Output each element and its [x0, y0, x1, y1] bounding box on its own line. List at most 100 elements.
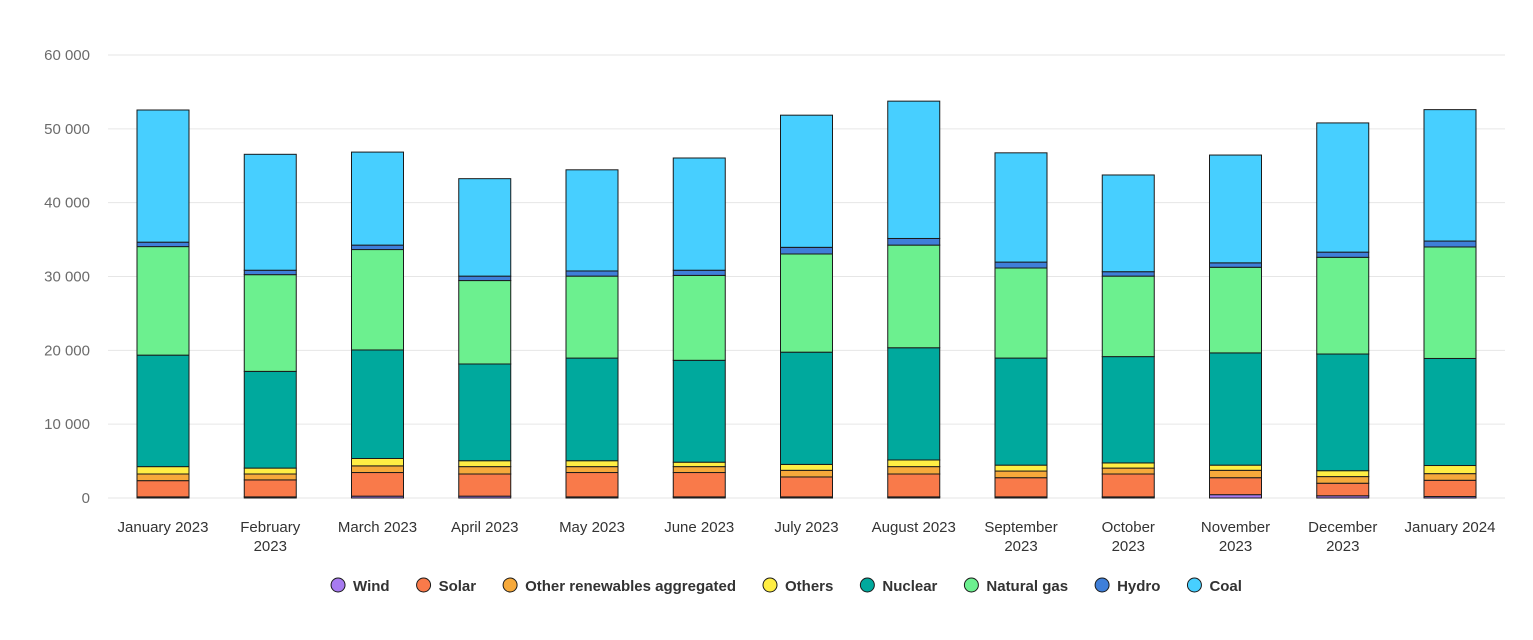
bar-segment-natural-gas[interactable]: [994, 267, 1048, 359]
bar-segment-others[interactable]: [136, 466, 190, 475]
bar-segment-natural-gas[interactable]: [458, 280, 512, 365]
bar-segment-natural-gas[interactable]: [1101, 275, 1155, 358]
bar-segment-hydro[interactable]: [1423, 240, 1477, 248]
bar-segment-other-renewables-aggregated[interactable]: [1101, 467, 1155, 475]
legend-item-coal[interactable]: Coal: [1186, 577, 1242, 595]
bar-segment-solar[interactable]: [672, 472, 726, 498]
bar-segment-nuclear[interactable]: [672, 359, 726, 463]
bar-segment-other-renewables-aggregated[interactable]: [1423, 473, 1477, 481]
bar-segment-others[interactable]: [1423, 465, 1477, 475]
bar-segment-hydro[interactable]: [243, 269, 297, 276]
bar-segment-coal[interactable]: [887, 100, 941, 239]
bar-segment-coal[interactable]: [1209, 154, 1262, 264]
bar-segment-nuclear[interactable]: [243, 370, 297, 469]
bar-segment-natural-gas[interactable]: [1316, 256, 1370, 355]
bar-segment-other-renewables-aggregated[interactable]: [243, 473, 297, 481]
bar-segment-hydro[interactable]: [351, 244, 404, 251]
legend-item-solar[interactable]: Solar: [416, 577, 477, 595]
bar-segment-solar[interactable]: [136, 480, 190, 498]
bar-segment-other-renewables-aggregated[interactable]: [1316, 476, 1370, 484]
bar-segment-solar[interactable]: [1209, 477, 1262, 496]
bar-segment-nuclear[interactable]: [565, 357, 619, 462]
bar-segment-other-renewables-aggregated[interactable]: [1209, 469, 1262, 479]
bar-segment-others[interactable]: [1316, 470, 1370, 478]
bar-segment-coal[interactable]: [458, 178, 512, 277]
bar-segment-others[interactable]: [565, 460, 619, 468]
bar-stack[interactable]: [1316, 122, 1370, 499]
bar-stack[interactable]: [887, 100, 941, 499]
bar-segment-hydro[interactable]: [780, 246, 833, 255]
legend-item-wind[interactable]: Wind: [330, 577, 390, 595]
bar-segment-nuclear[interactable]: [994, 357, 1048, 466]
legend-item-others[interactable]: Others: [762, 577, 833, 595]
bar-segment-others[interactable]: [887, 459, 941, 468]
bar-segment-coal[interactable]: [994, 152, 1048, 263]
bar-segment-others[interactable]: [458, 460, 512, 468]
bar-segment-others[interactable]: [1209, 464, 1262, 471]
bar-segment-hydro[interactable]: [458, 275, 512, 282]
legend-item-natural-gas[interactable]: Natural gas: [963, 577, 1068, 595]
bar-segment-natural-gas[interactable]: [887, 244, 941, 349]
bar-segment-other-renewables-aggregated[interactable]: [780, 469, 833, 478]
bar-stack[interactable]: [351, 151, 404, 499]
bar-segment-hydro[interactable]: [994, 261, 1048, 269]
bar-stack[interactable]: [1209, 154, 1262, 499]
bar-segment-hydro[interactable]: [672, 269, 726, 276]
bar-segment-nuclear[interactable]: [887, 347, 941, 461]
bar-segment-other-renewables-aggregated[interactable]: [994, 470, 1048, 479]
bar-segment-hydro[interactable]: [1209, 262, 1262, 268]
bar-stack[interactable]: [243, 153, 297, 499]
bar-segment-nuclear[interactable]: [1209, 352, 1262, 466]
bar-segment-nuclear[interactable]: [136, 354, 190, 468]
legend-item-nuclear[interactable]: Nuclear: [859, 577, 938, 595]
bar-segment-others[interactable]: [351, 457, 404, 467]
bar-segment-nuclear[interactable]: [458, 363, 512, 462]
bar-segment-others[interactable]: [1101, 462, 1155, 469]
bar-stack[interactable]: [458, 178, 512, 499]
bar-segment-coal[interactable]: [351, 151, 404, 246]
legend-item-hydro[interactable]: Hydro: [1094, 577, 1160, 595]
bar-segment-natural-gas[interactable]: [136, 246, 190, 356]
bar-segment-coal[interactable]: [565, 169, 619, 272]
bar-segment-solar[interactable]: [1316, 482, 1370, 497]
bar-segment-coal[interactable]: [780, 114, 833, 248]
bar-stack[interactable]: [1423, 109, 1477, 499]
bar-segment-natural-gas[interactable]: [565, 275, 619, 359]
bar-segment-others[interactable]: [994, 464, 1048, 472]
bar-segment-solar[interactable]: [780, 476, 833, 498]
bar-segment-natural-gas[interactable]: [1209, 266, 1262, 354]
bar-segment-solar[interactable]: [887, 473, 941, 498]
bar-segment-hydro[interactable]: [887, 237, 941, 246]
bar-segment-natural-gas[interactable]: [243, 274, 297, 372]
bar-segment-nuclear[interactable]: [1316, 353, 1370, 472]
bar-segment-coal[interactable]: [1101, 174, 1155, 273]
bar-segment-solar[interactable]: [1423, 479, 1477, 498]
bar-segment-other-renewables-aggregated[interactable]: [458, 466, 512, 475]
bar-stack[interactable]: [780, 114, 833, 499]
bar-segment-natural-gas[interactable]: [780, 253, 833, 353]
bar-segment-hydro[interactable]: [565, 270, 619, 277]
bar-segment-natural-gas[interactable]: [1423, 246, 1477, 359]
legend-item-other-renewables-aggregated[interactable]: Other renewables aggregated: [502, 577, 736, 595]
bar-segment-nuclear[interactable]: [780, 351, 833, 465]
bar-segment-other-renewables-aggregated[interactable]: [887, 466, 941, 475]
bar-segment-nuclear[interactable]: [1423, 357, 1477, 467]
bar-segment-natural-gas[interactable]: [351, 249, 404, 351]
bar-stack[interactable]: [136, 109, 190, 499]
bar-segment-nuclear[interactable]: [351, 349, 404, 459]
bar-segment-coal[interactable]: [1316, 122, 1370, 253]
bar-segment-coal[interactable]: [136, 109, 190, 243]
bar-segment-hydro[interactable]: [1101, 271, 1155, 277]
bar-segment-others[interactable]: [672, 461, 726, 468]
bar-segment-solar[interactable]: [243, 479, 297, 498]
bar-segment-solar[interactable]: [994, 477, 1048, 498]
bar-segment-hydro[interactable]: [136, 241, 190, 248]
bar-segment-other-renewables-aggregated[interactable]: [565, 466, 619, 474]
bar-segment-solar[interactable]: [351, 472, 404, 497]
bar-segment-hydro[interactable]: [1316, 251, 1370, 258]
bar-segment-other-renewables-aggregated[interactable]: [672, 466, 726, 474]
bar-stack[interactable]: [672, 157, 726, 499]
bar-segment-natural-gas[interactable]: [672, 274, 726, 361]
bar-segment-other-renewables-aggregated[interactable]: [136, 473, 190, 482]
bar-segment-coal[interactable]: [672, 157, 726, 271]
